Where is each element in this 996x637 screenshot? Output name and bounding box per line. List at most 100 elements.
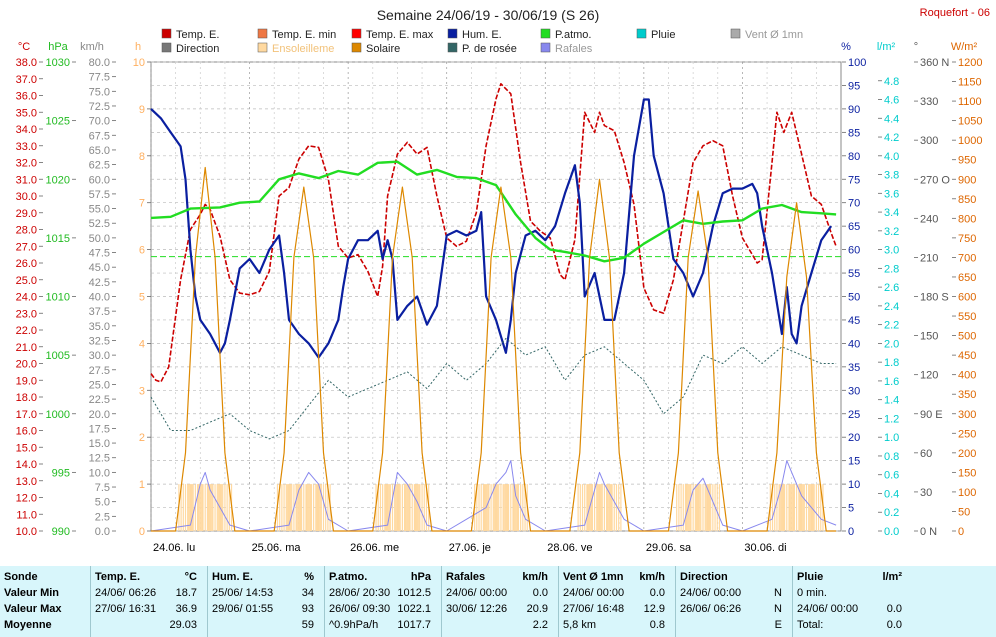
axis-tick-solar: 1050 (958, 116, 982, 128)
axis-tick-humidity: 85 (848, 127, 860, 139)
axis-tick-solar: 700 (958, 252, 976, 264)
axis-tick-rain: 0.4 (884, 488, 899, 500)
stats-cell-when: 5,8 km (563, 619, 597, 631)
axis-tick-direction: 240 (920, 213, 938, 225)
axis-tick-solar: 200 (958, 448, 976, 460)
axis-tick-temp: 32.0 (16, 158, 37, 170)
axis-tick-pressure: 1015 (46, 233, 70, 245)
station-name: Roquefort - 06 (920, 7, 990, 19)
axis-tick-direction: 60 (920, 448, 932, 460)
x-tick-label: 25.06. ma (252, 542, 302, 554)
axis-tick-rain: 3.0 (884, 245, 899, 257)
stats-cell-when: 24/06/ 06:26 (95, 587, 157, 599)
axis-tick-sun: 7 (139, 198, 145, 210)
axis-tick-wind: 70.0 (89, 116, 110, 128)
stats-header-label: Rafales (446, 571, 486, 583)
axis-unit-pressure: hPa (48, 41, 68, 53)
stats-row: 24/06/ 00:00 0.0 (446, 585, 554, 601)
stats-cell-when: 24/06/ 00:00 (563, 587, 625, 599)
x-tick-label: 29.06. sa (646, 542, 692, 554)
axis-tick-temp: 18.0 (16, 392, 37, 404)
stats-row: 24/06/ 06:26 18.7 (95, 585, 203, 601)
stats-header-rafales: Rafales km/h (446, 569, 554, 585)
legend-swatch (447, 42, 458, 53)
stats-row: 30/06/ 12:26 20.9 (446, 601, 554, 617)
axis-tick-rain: 4.0 (884, 151, 899, 163)
series-line-temp-e- (150, 83, 837, 383)
stats-cell-when: 30/06/ 12:26 (446, 603, 508, 615)
axis-tick-solar: 800 (958, 213, 976, 225)
axis-tick-wind: 52.5 (89, 218, 110, 230)
axis-tick-temp: 27.0 (16, 241, 37, 253)
axis-tick-solar: 500 (958, 331, 976, 343)
legend-label: Direction (176, 43, 219, 55)
axis-tick-wind: 67.5 (89, 130, 110, 142)
stats-col-temp: Temp. E. °C 24/06/ 06:26 18.7 27/06/ 16:31 36… (90, 566, 207, 637)
axis-tick-solar: 400 (958, 370, 976, 382)
stats-header-unit: °C (184, 571, 197, 583)
axis-tick-humidity: 55 (848, 268, 860, 280)
axis-tick-wind: 30.0 (89, 350, 110, 362)
axis-tick-sun: 2 (139, 432, 145, 444)
stats-header-pluie: Pluie l/m² (797, 569, 908, 585)
stats-cell-when: Total: (797, 619, 824, 631)
stats-cell-value: 1017.7 (397, 619, 431, 631)
axis-tick-temp: 28.0 (16, 225, 37, 237)
legend-label: Temp. E. max (366, 29, 434, 41)
legend-label: Temp. E. min (272, 29, 336, 41)
axis-tick-wind: 37.5 (89, 306, 110, 318)
stats-header-direction: Direction (680, 569, 788, 585)
stats-row: 27/06/ 16:31 36.9 (95, 601, 203, 617)
axis-tick-temp: 22.0 (16, 325, 37, 337)
stats-label-min: Valeur Min (4, 587, 60, 599)
chart-title: Semaine 24/06/19 - 30/06/19 (S 26) (377, 7, 600, 23)
axis-tick-wind: 32.5 (89, 335, 110, 347)
axis-tick-sun: 1 (139, 479, 145, 491)
axis-tick-solar: 900 (958, 174, 976, 186)
legend-swatch (161, 28, 172, 39)
axis-tick-direction: 90 E (920, 409, 943, 421)
axis-tick-solar: 0 (958, 526, 964, 538)
stats-row: 29/06/ 01:55 93 (212, 601, 320, 617)
stats-cell-value: 12.9 (643, 603, 665, 615)
axis-tick-wind: 65.0 (89, 145, 110, 157)
axis-tick-direction: 120 (920, 370, 938, 382)
axis-tick-temp: 26.0 (16, 258, 37, 270)
stats-header-label: Pluie (797, 571, 824, 583)
stats-cell-when: 24/06/ 00:00 (680, 587, 742, 599)
axis-tick-solar: 1150 (958, 77, 982, 89)
axis-tick-pressure: 995 (52, 467, 70, 479)
stats-cell-value: 1012.5 (397, 587, 431, 599)
legend-label: Solaire (366, 43, 400, 55)
stats-label-max: Valeur Max (4, 603, 62, 615)
axis-tick-rain: 0.6 (884, 470, 899, 482)
stats-panel: Sonde Valeur Min Valeur Max Moyenne Temp… (0, 566, 996, 637)
axis-tick-rain: 1.8 (884, 357, 899, 369)
stats-cell-value: 0.0 (886, 619, 902, 631)
stats-row: 0 min. (797, 585, 908, 601)
axis-tick-rain: 1.0 (884, 432, 899, 444)
axis-tick-wind: 57.5 (89, 189, 110, 201)
axis-unit-temp: °C (18, 41, 30, 53)
axis-unit-wind: km/h (80, 41, 104, 53)
axis-tick-pressure: 1030 (46, 57, 70, 69)
legend-swatch (636, 28, 647, 39)
stats-sonde-header: Sonde (4, 571, 38, 583)
stats-row: 26/06/ 06:26 N (680, 601, 788, 617)
axis-tick-pressure: 990 (52, 526, 70, 538)
axis-tick-rain: 4.2 (884, 132, 899, 144)
stats-cell-when: 27/06/ 16:48 (563, 603, 625, 615)
axis-tick-temp: 15.0 (16, 442, 37, 454)
axis-tick-temp: 29.0 (16, 208, 37, 220)
axis-tick-solar: 950 (958, 155, 976, 167)
stats-cell-value: 36.9 (175, 603, 197, 615)
axis-tick-pressure: 1025 (46, 116, 70, 128)
axis-tick-humidity: 30 (848, 385, 860, 397)
stats-cell-value: 29.03 (169, 619, 197, 631)
axis-tick-humidity: 10 (848, 479, 860, 491)
axis-tick-humidity: 15 (848, 456, 860, 468)
stats-cell-when: 24/06/ 00:00 (797, 603, 859, 615)
stats-cell-value: N (774, 587, 782, 599)
axis-tick-humidity: 90 (848, 104, 860, 116)
stats-cell-value: 34 (301, 587, 314, 599)
